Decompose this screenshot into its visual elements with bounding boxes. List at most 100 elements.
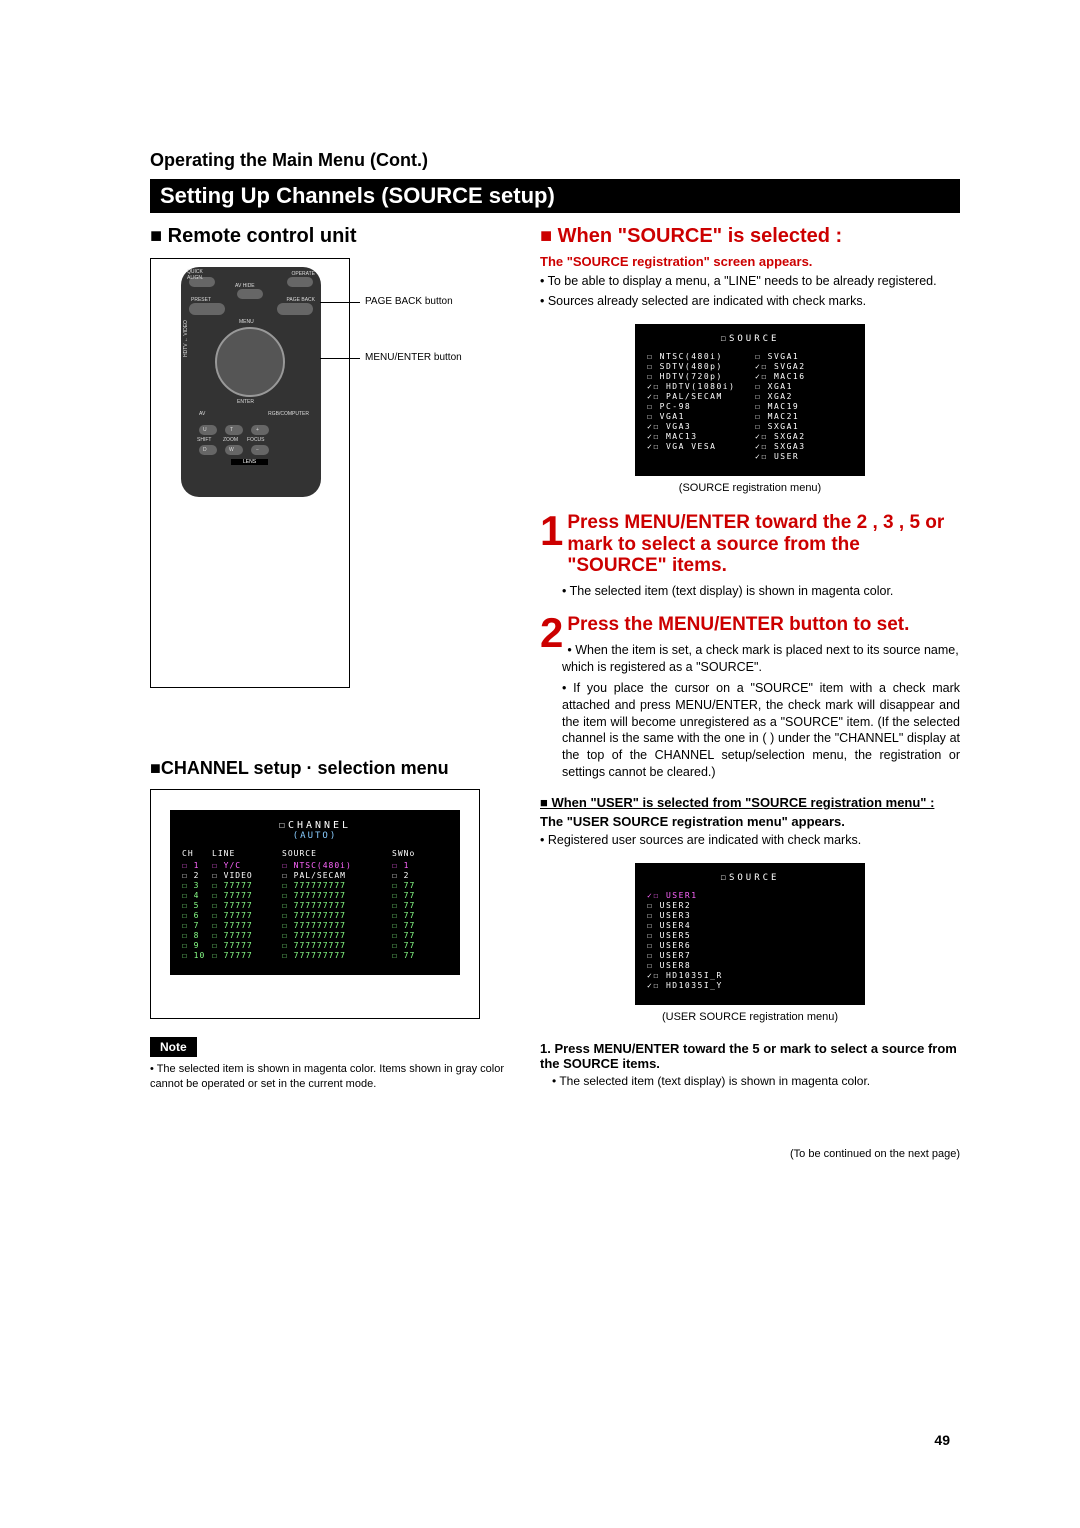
callout-menuenter: MENU/ENTER button (365, 352, 462, 363)
user-step1: 1. Press MENU/ENTER toward the 5 or mark… (540, 1041, 960, 1071)
list-item: ✓☐ SXGA3 (755, 442, 853, 451)
note-badge: Note (150, 1037, 197, 1057)
list-item: ✓☐ USER (755, 452, 853, 461)
list-item: ✓☐ SVGA2 (755, 362, 853, 371)
user-source-menu: ☐SOURCE ✓☐ USER1☐ USER2☐ USER3☐ USER4☐ U… (635, 863, 865, 1005)
list-item: ☐ XGA1 (755, 382, 853, 391)
remote-heading: ■ Remote control unit (150, 225, 520, 248)
label-shift: SHIFT (197, 437, 211, 443)
to-be-continued: (To be continued on the next page) (540, 1148, 960, 1160)
leader-line (320, 302, 360, 303)
user-source-caption: (USER SOURCE registration menu) (540, 1011, 960, 1023)
table-row: ☐ 8☐ 77777☐ 777777777☐ 77 (182, 931, 448, 940)
table-row: ☐ 10☐ 77777☐ 777777777☐ 77 (182, 951, 448, 960)
channel-menu-title: ☐CHANNEL (182, 820, 448, 831)
remote-illustration: QUICKALIGN. OPERATE AV HIDE PRESET PAGE … (150, 258, 350, 688)
list-item: ☐ HDTV(720p) (647, 372, 745, 381)
list-item: ☐ PC-98 (647, 402, 745, 411)
table-row: ☐ 2☐ VIDEO☐ PAL/SECAM☐ 2 (182, 871, 448, 880)
label-w: W (229, 447, 234, 453)
list-item: ☐ SVGA1 (755, 352, 853, 361)
table-row: ☐ 4☐ 77777☐ 777777777☐ 77 (182, 891, 448, 900)
list-item: ☐ SDTV(480p) (647, 362, 745, 371)
list-item: ☐ USER5 (647, 931, 723, 940)
table-row: ☐ 3☐ 77777☐ 777777777☐ 77 (182, 881, 448, 890)
list-item: ☐ MAC21 (755, 412, 853, 421)
list-item: ☐ SXGA1 (755, 422, 853, 431)
source-menu: ☐SOURCE ☐ NTSC(480i)☐ SDTV(480p)☐ HDTV(7… (635, 324, 865, 476)
channel-menu-sub: (AUTO) (182, 831, 448, 841)
label-avhide: AV HIDE (235, 283, 255, 289)
label-lens: LENS (231, 459, 268, 465)
source-bullet-2: • Sources already selected are indicated… (540, 293, 960, 310)
source-menu-title: ☐SOURCE (647, 334, 853, 344)
step2-bullet2: • If you place the cursor on a "SOURCE" … (562, 680, 960, 781)
table-row: ☐ 5☐ 77777☐ 777777777☐ 77 (182, 901, 448, 910)
user-source-menu-title: ☐SOURCE (647, 873, 853, 883)
operating-heading: Operating the Main Menu (Cont.) (150, 150, 960, 171)
label-preset: PRESET (191, 297, 211, 303)
table-row: ☐ 9☐ 77777☐ 777777777☐ 77 (182, 941, 448, 950)
label-pageback: PAGE BACK (286, 297, 315, 303)
label-u: U (203, 427, 207, 433)
section-title-bar: Setting Up Channels (SOURCE setup) (150, 179, 960, 213)
step1-heading: Press MENU/ENTER toward the 2 , 3 , 5 or… (567, 512, 960, 578)
user-selected-heading: ■ When "USER" is selected from "SOURCE r… (540, 795, 960, 810)
label-t: T (230, 427, 233, 433)
label-quick-align: QUICKALIGN. (187, 269, 203, 281)
list-item: ☐ NTSC(480i) (647, 352, 745, 361)
list-item: ☐ USER2 (647, 901, 723, 910)
step2-heading: Press the MENU/ENTER button to set. (567, 614, 960, 636)
col-swno: SWNo (392, 849, 432, 858)
page-number: 49 (934, 1432, 950, 1448)
channel-table: CH LINE SOURCE SWNo ☐ 1☐ Y/C☐ NTSC(480i)… (182, 849, 448, 960)
source-reg-appears: The "SOURCE registration" screen appears… (540, 254, 960, 269)
source-caption: (SOURCE registration menu) (540, 482, 960, 494)
label-zoom: ZOOM (223, 437, 238, 443)
list-item: ☐ VGA1 (647, 412, 745, 421)
step2-bullet1: • When the item is set, a check mark is … (562, 642, 960, 676)
channel-menu: ☐CHANNEL (AUTO) CH LINE SOURCE SWNo ☐ 1☐… (170, 810, 460, 975)
label-enter: ENTER (237, 399, 254, 405)
note-text: • The selected item is shown in magenta … (150, 1062, 520, 1092)
label-menu: MENU (239, 319, 254, 325)
list-item: ☐ XGA2 (755, 392, 853, 401)
step1-bullet: • The selected item (text display) is sh… (562, 583, 960, 600)
list-item: ✓☐ VGA3 (647, 422, 745, 431)
step-number-2: 2 (540, 614, 563, 652)
user-sub-bold: The "USER SOURCE registration menu" appe… (540, 814, 960, 829)
list-item: ☐ USER7 (647, 951, 723, 960)
list-item: ☐ USER4 (647, 921, 723, 930)
channel-heading: ■CHANNEL setup · selection menu (150, 758, 520, 779)
table-row: ☐ 7☐ 77777☐ 777777777☐ 77 (182, 921, 448, 930)
label-rgb: RGB/COMPUTER (268, 411, 309, 417)
list-item: ☐ USER6 (647, 941, 723, 950)
table-row: ☐ 1☐ Y/C☐ NTSC(480i)☐ 1 (182, 861, 448, 870)
callout-pageback: PAGE BACK button (365, 296, 453, 307)
channel-setup-box: ☐CHANNEL (AUTO) CH LINE SOURCE SWNo ☐ 1☐… (150, 789, 480, 1019)
label-minus: − (256, 447, 259, 453)
list-item: ✓☐ VGA VESA (647, 442, 745, 451)
label-d: D (203, 447, 207, 453)
list-item: ☐ USER3 (647, 911, 723, 920)
label-plus: + (256, 427, 259, 433)
list-item: ☐ USER8 (647, 961, 723, 970)
list-item: ✓☐ PAL/SECAM (647, 392, 745, 401)
list-item: ✓☐ MAC16 (755, 372, 853, 381)
col-line: LINE (212, 849, 282, 858)
user-bullet: • Registered user sources are indicated … (540, 832, 960, 849)
leader-line (320, 358, 360, 359)
col-source: SOURCE (282, 849, 392, 858)
list-item: ✓☐ HD1035I_Y (647, 981, 723, 990)
table-row: ☐ 6☐ 77777☐ 777777777☐ 77 (182, 911, 448, 920)
label-av: AV (199, 411, 205, 417)
list-item: ✓☐ MAC13 (647, 432, 745, 441)
list-item: ✓☐ HDTV(1080i) (647, 382, 745, 391)
source-bullet-1: • To be able to display a menu, a "LINE"… (540, 273, 960, 290)
label-hdtv: HDTV ← VIDEO (183, 320, 189, 357)
list-item: ☐ MAC19 (755, 402, 853, 411)
when-source-heading: ■ When "SOURCE" is selected : (540, 225, 960, 248)
step-number-1: 1 (540, 512, 563, 550)
list-item: ✓☐ USER1 (647, 891, 723, 900)
list-item: ✓☐ HD1035I_R (647, 971, 723, 980)
